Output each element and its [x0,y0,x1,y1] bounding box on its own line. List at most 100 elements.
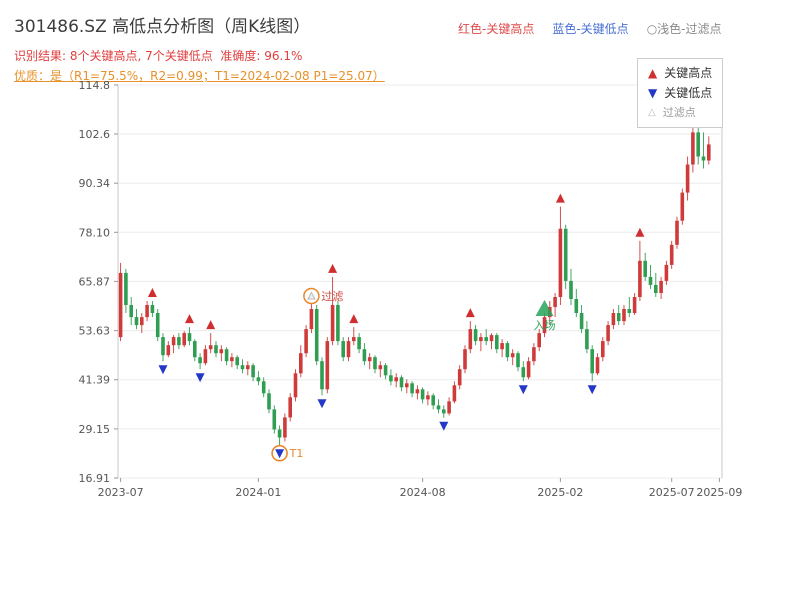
candle [118,272,123,338]
x-tick-label: 2025-02 [537,486,583,499]
candle [357,337,361,350]
grid-and-axes: 114.8 102.6 90.34 78.10 65.87 53.63 41.39 29.15… [79,79,743,499]
candle [563,228,568,281]
candle [484,337,488,342]
key-low-marker [158,365,168,375]
candle [203,349,208,364]
candle [293,373,298,398]
candle [579,313,584,330]
key-low-marker [317,399,327,409]
candle [622,309,626,322]
candle [569,280,573,299]
candle [277,429,282,438]
candle [452,385,457,402]
filtered-point-circle [303,287,320,305]
candle [288,397,292,418]
candle [553,297,557,307]
candle [654,284,658,293]
candle [479,337,483,342]
candle [256,377,261,382]
candle [346,341,351,358]
candle [394,377,398,382]
legend-key-high-label: 关键高点 [664,66,713,80]
key-low-marker [275,449,285,459]
x-tick-label: 2023-07 [98,486,144,499]
candle [352,337,356,342]
candle [399,377,404,388]
candle [638,260,642,297]
candle [405,383,409,388]
candle [383,365,388,376]
candle [420,389,425,400]
candle [362,349,367,362]
candle [267,393,271,410]
key-high-marker [349,314,359,324]
key-high-marker [555,193,565,203]
filtered-point-label: 过滤 [321,290,343,303]
candle [537,333,541,348]
candle [304,329,308,354]
candle [526,361,531,378]
y-tick-label: 114.8 [79,79,111,92]
key-high-marker [635,227,645,237]
y-tick-label: 16.91 [79,472,111,485]
candle [691,132,695,165]
candle [272,409,277,430]
entry-marker [535,300,554,316]
filtered-point-marker [307,291,316,300]
x-tick-label: 2025-09 [696,486,742,499]
candle [161,337,165,356]
candle [320,361,324,390]
candle [198,357,202,364]
candle [595,357,600,374]
header-legend-key-high: 红色-关键高点 [458,22,535,36]
candle [330,305,335,342]
candle [542,317,547,334]
candle [134,317,139,326]
candle [659,280,663,293]
candle [707,144,711,161]
chart-legend: ▲ 关键高点 ▼ 关键低点 △ 过滤点 [637,58,724,128]
legend-key-low-label: 关键低点 [664,86,713,100]
key-point-markers: 过滤 T1 入场 [147,193,645,462]
candle [251,365,255,378]
t1-circle [271,444,288,462]
candle [500,343,504,350]
candle [669,244,674,265]
candle [473,329,478,342]
key-low-triangle-icon: ▼ [648,86,658,100]
t1-label: T1 [289,447,304,460]
candle [193,341,197,358]
candle [685,164,690,193]
candle [489,335,494,342]
key-low-marker [195,373,205,383]
key-high-marker [465,308,475,318]
x-tick-label: 2024-01 [235,486,281,499]
candle [219,349,224,354]
candle [585,329,589,350]
candle [325,341,330,390]
candle [516,353,520,368]
candle [627,309,632,313]
entry-label: 入场 [534,318,556,332]
candle [299,353,303,374]
candle [155,313,160,338]
candle [616,313,621,322]
candle [457,369,462,386]
candle [341,341,345,358]
candle [140,317,144,326]
candle [495,335,499,350]
page-title: 301486.SZ 高低点分析图（周K线图） [14,17,311,37]
header-legend: 红色-关键高点 蓝色-关键低点 ○浅色-过滤点 [458,20,722,37]
candle [680,192,685,221]
quality-summary-text: 优质：是（R1=75.5%，R2=0.99；T1=2024-02-08 P1=2… [14,69,385,83]
candle [378,365,383,370]
candle [309,309,314,330]
candle [606,325,610,342]
candle [696,132,700,157]
candle [208,345,213,350]
candle [447,401,451,414]
candle [261,381,266,394]
